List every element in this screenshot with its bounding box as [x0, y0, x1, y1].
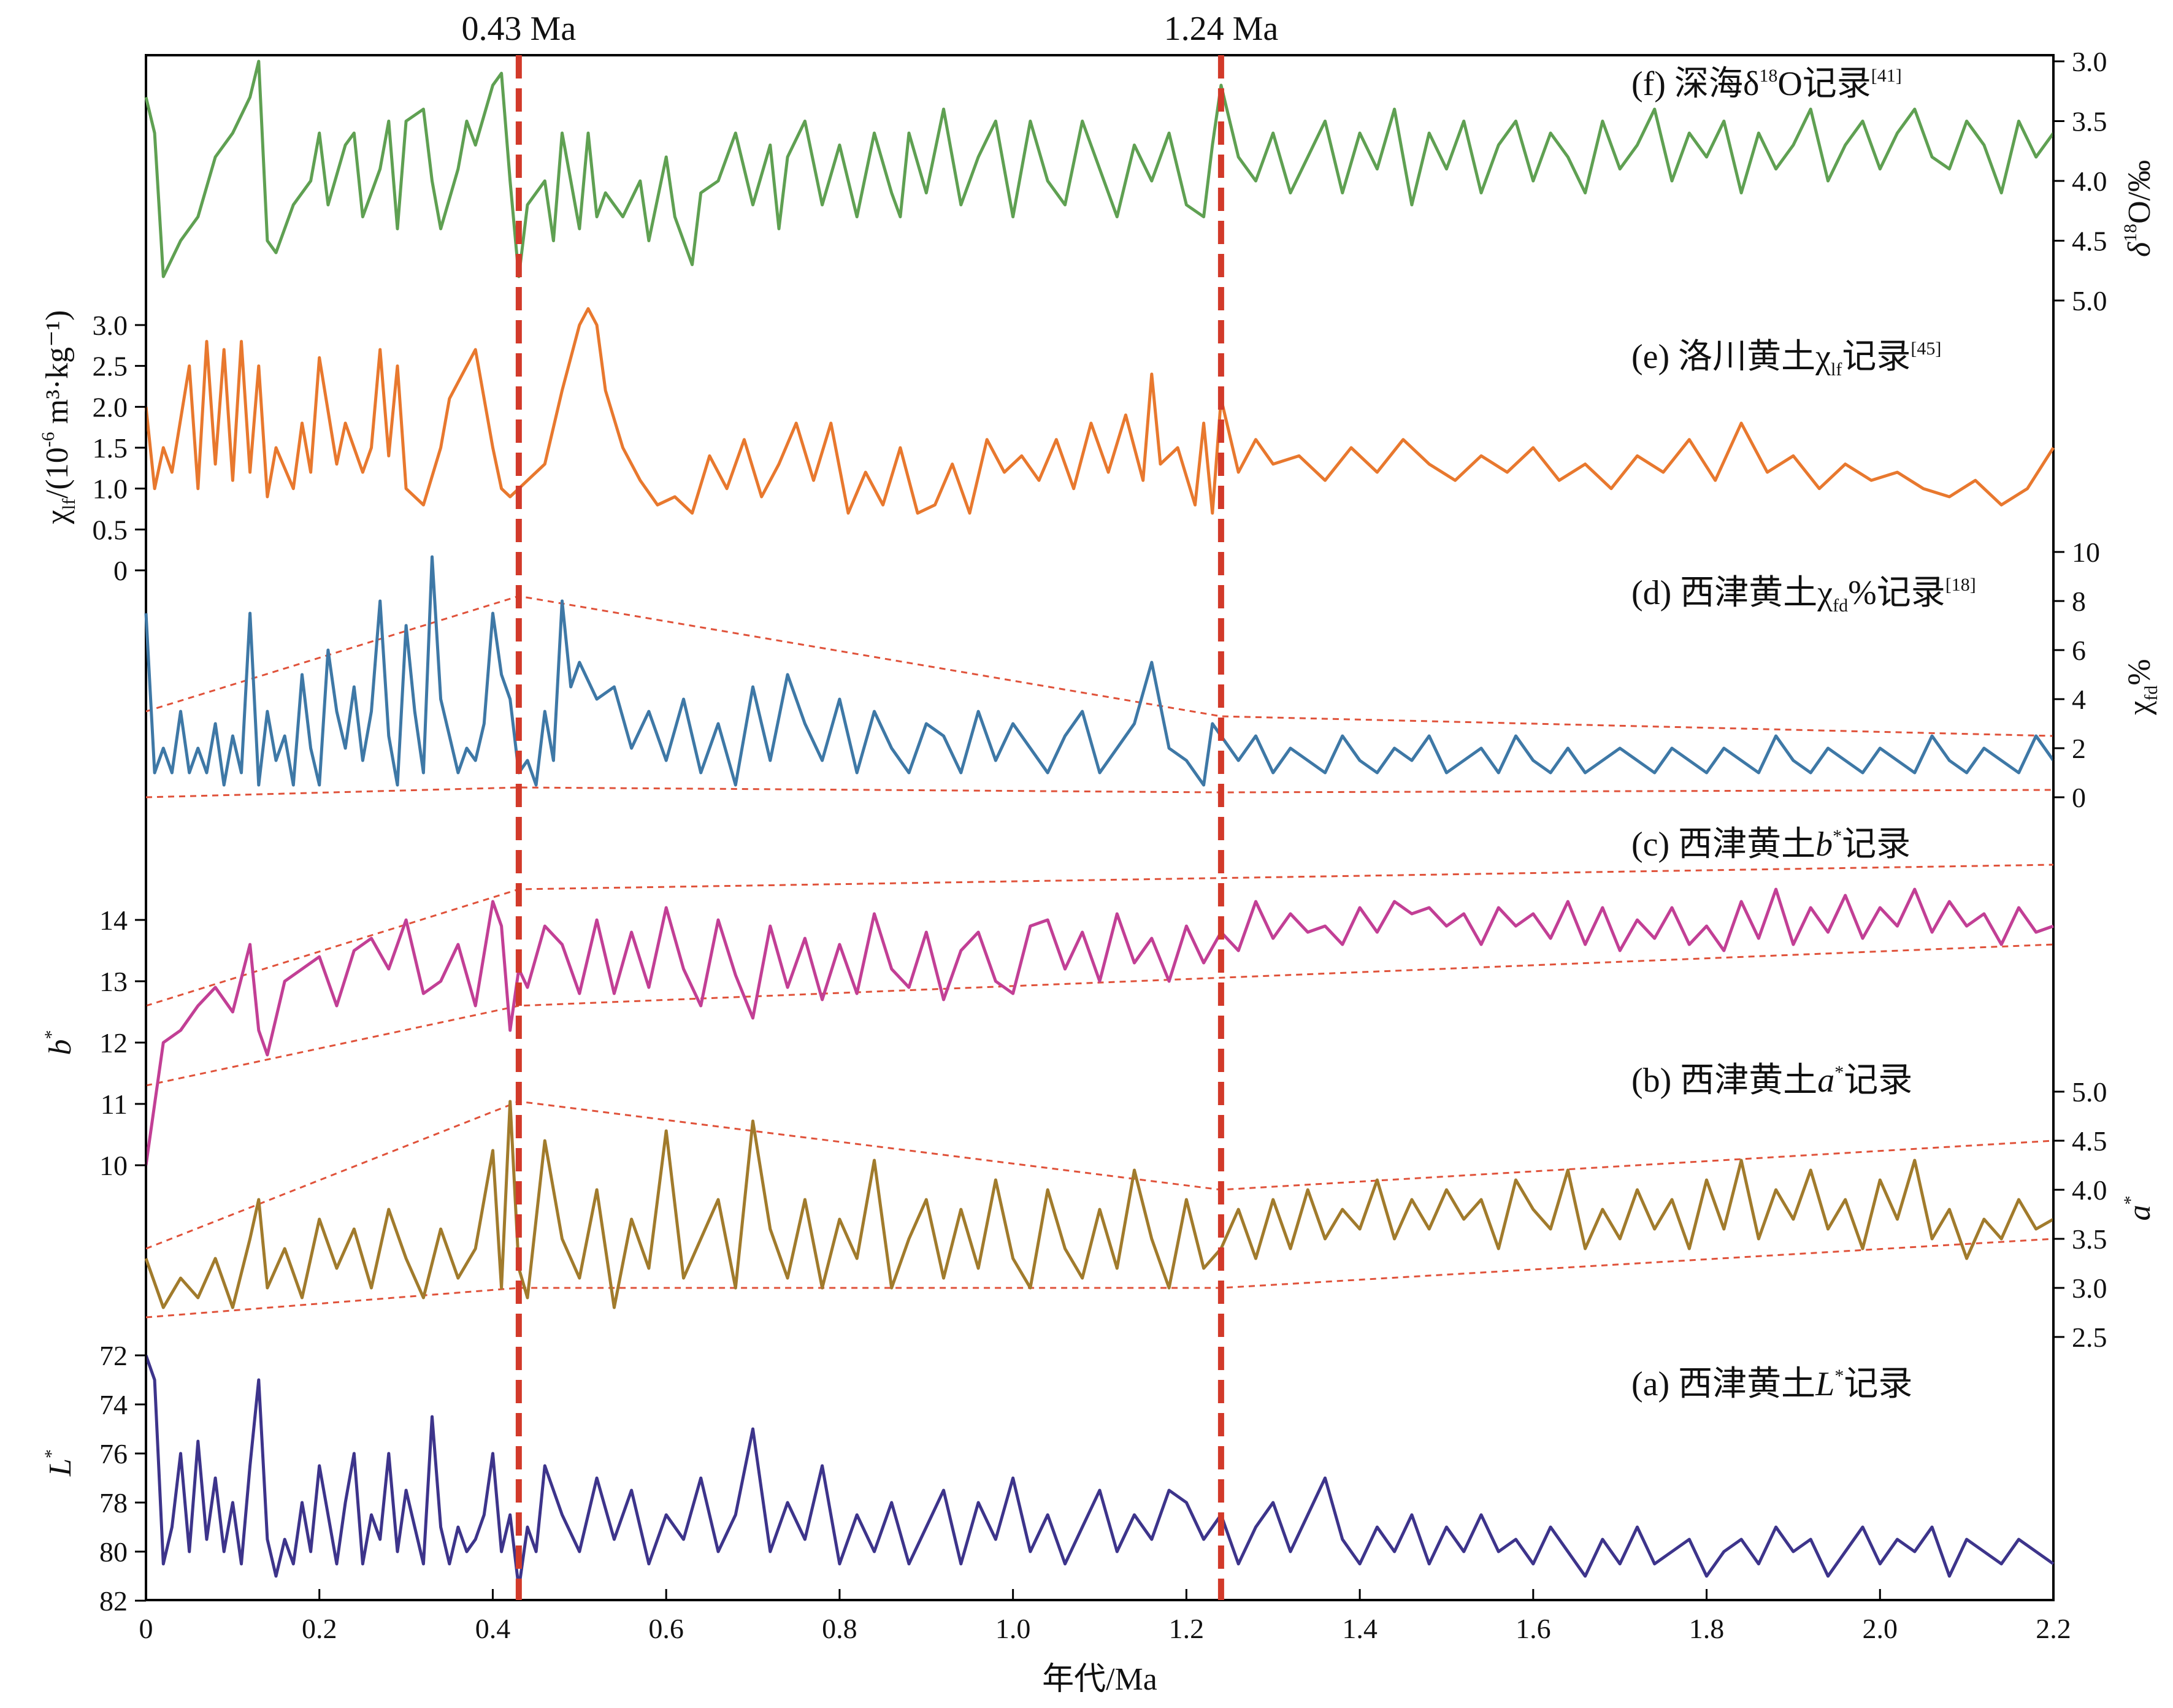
y-axis-title-d: χfd%: [2122, 659, 2161, 715]
x-tick-label: 0.2: [302, 1613, 337, 1644]
y-axis-d: 0 2 4 6 8 10: [2052, 537, 2100, 813]
x-tick-label: 0.6: [648, 1613, 684, 1644]
y-tick-label-c: 12: [99, 1027, 128, 1059]
panel-label-a: (a) 西津黄土L*记录: [1631, 1365, 1912, 1403]
y-axis-f: 3.0 3.5 4.0 4.5 5.0: [2052, 46, 2107, 316]
x-tick-label: 2.0: [1863, 1613, 1898, 1644]
y-tick-label-a: 82: [99, 1585, 128, 1617]
x-tick-label: 1.0: [995, 1613, 1031, 1644]
y-tick-label-b: 2.5: [2072, 1322, 2107, 1353]
x-tick-label: 1.2: [1169, 1613, 1205, 1644]
y-axis-a: 72 74 76 78 80 82: [99, 1340, 147, 1617]
y-tick-label-e: 3.0: [93, 310, 128, 341]
x-tick-label: 0: [139, 1613, 153, 1644]
y-axis-title-a: L*: [41, 1449, 78, 1477]
y-tick-label-d: 10: [2072, 537, 2100, 568]
envelope-b: [145, 1100, 2054, 1250]
y-tick-label-a: 78: [99, 1487, 128, 1518]
x-tick-label: 2.2: [2036, 1613, 2071, 1644]
plot-frame: [145, 54, 2055, 1601]
y-axis-title-e: χlf/(10-6 m³·kg⁻¹): [38, 310, 79, 525]
y-tick-label-c: 14: [99, 905, 128, 936]
x-tick-label: 0.4: [475, 1613, 511, 1644]
marker-label-1: 1.24 Ma: [1164, 10, 1279, 48]
marker-label-0: 0.43 Ma: [462, 10, 577, 48]
y-tick-label-c: 11: [101, 1089, 128, 1120]
y-axis-title-b: a*: [2120, 1196, 2157, 1221]
series-lines: [144, 59, 2055, 1590]
y-tick-label-e: 0.5: [93, 514, 128, 545]
y-axis-title-c: b*: [41, 1030, 78, 1055]
y-tick-label-e: 2.0: [93, 391, 128, 423]
series-line-b: [144, 1100, 2055, 1309]
y-axis-title-f: δ18O/‰: [2120, 160, 2157, 257]
panel-label-b: (b) 西津黄土a*记录: [1631, 1062, 1912, 1100]
y-tick-label-e: 1.5: [93, 432, 128, 464]
y-tick-label-e: 0: [113, 555, 128, 586]
x-tick-label: 1.8: [1689, 1613, 1725, 1644]
panel-labels: δ18O/‰ (f) 深海δ18O记录[41] χlf/(10-6 m³·kg⁻¹)…: [38, 65, 2161, 1477]
y-tick-label-b: 3.5: [2072, 1224, 2107, 1255]
envelope-c: [145, 864, 2054, 1007]
y-tick-label-a: 80: [99, 1536, 128, 1568]
y-axis-b: 2.5 3.0 3.5 4.0 4.5 5.0: [2052, 1076, 2107, 1353]
y-tick-label-d: 0: [2072, 782, 2086, 813]
y-axis-e: 0 0.5 1.0 1.5 2.0 2.5 3.0: [93, 310, 147, 586]
y-tick-label-b: 5.0: [2072, 1076, 2107, 1108]
y-tick-label-e: 1.0: [93, 473, 128, 505]
y-axis-c: 10 11 12 13 14: [99, 905, 147, 1181]
y-tick-label-c: 13: [99, 966, 128, 997]
y-tick-label-a: 72: [99, 1340, 128, 1371]
y-tick-label-d: 2: [2072, 733, 2086, 764]
envelope-d: [145, 786, 2054, 798]
panel-label-d: (d) 西津黄土χfd%记录[18]: [1631, 574, 1976, 616]
series-line-d: [144, 555, 2055, 787]
y-tick-label-f: 3.5: [2072, 106, 2107, 137]
y-tick-label-a: 76: [99, 1438, 128, 1469]
x-tick-label: 1.6: [1516, 1613, 1551, 1644]
y-tick-label-f: 4.0: [2072, 166, 2107, 197]
y-tick-label-d: 4: [2072, 684, 2086, 715]
x-tick-label: 1.4: [1342, 1613, 1378, 1644]
x-tick-label: 0.8: [822, 1613, 857, 1644]
y-axes: 3.0 3.5 4.0 4.5 5.0 0 0.5 1.0 1.5 2.0 2.5 3.0 0 2 4 6 8 1…: [93, 46, 2107, 1617]
series-line-f: [144, 59, 2055, 278]
y-tick-label-b: 4.0: [2072, 1174, 2107, 1206]
x-axis-title: 年代/Ma: [1042, 1662, 1157, 1697]
panel-label-f: (f) 深海δ18O记录[41]: [1631, 65, 1902, 103]
panel-label-c: (c) 西津黄土b*记录: [1631, 825, 1910, 864]
series-line-a: [144, 1355, 2055, 1590]
y-tick-label-f: 3.0: [2072, 46, 2107, 77]
panel-label-e: (e) 洛川黄土χlf记录[45]: [1631, 338, 1941, 380]
y-tick-label-f: 5.0: [2072, 285, 2107, 316]
series-line-e: [144, 307, 2055, 515]
y-tick-label-d: 8: [2072, 586, 2086, 617]
y-tick-label-a: 74: [99, 1389, 128, 1420]
y-tick-label-f: 4.5: [2072, 226, 2107, 257]
y-tick-label-e: 2.5: [93, 351, 128, 382]
envelope-b: [145, 1238, 2054, 1319]
event-markers: 0.43 Ma 1.24 Ma: [462, 10, 1279, 1600]
envelope-d: [145, 595, 2054, 737]
series-line-c: [144, 887, 2054, 1166]
y-tick-label-b: 4.5: [2072, 1125, 2107, 1157]
x-axis: 0 0.2 0.4 0.6 0.8 1.0 1.2 1.4 1.6 1.8 2.0 2.2 年代/Ma: [139, 1589, 2071, 1697]
y-tick-label-d: 6: [2072, 635, 2086, 666]
y-tick-label-b: 3.0: [2072, 1273, 2107, 1304]
y-tick-label-c: 10: [99, 1150, 128, 1181]
